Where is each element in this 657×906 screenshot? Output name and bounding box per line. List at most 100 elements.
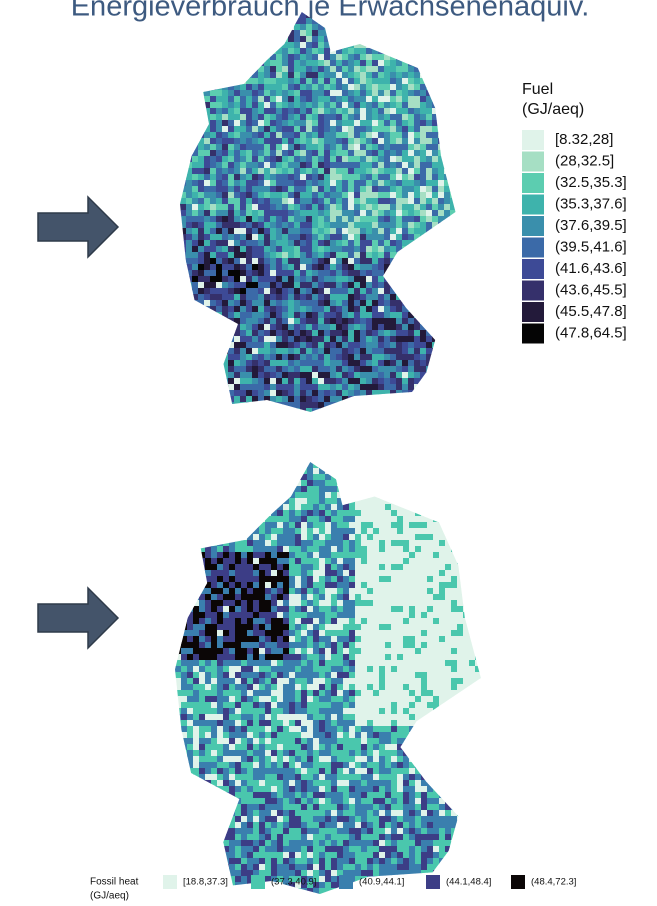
map-region [282, 222, 289, 229]
map-region [282, 372, 289, 379]
map-region [301, 594, 308, 601]
map-region [468, 246, 475, 253]
map-region [277, 642, 284, 649]
map-region [396, 384, 403, 391]
map-region [432, 324, 439, 331]
map-region [426, 156, 433, 163]
map-region [246, 402, 253, 409]
map-region [199, 552, 206, 559]
map-region [276, 198, 283, 205]
map-region [258, 402, 265, 409]
map-region [348, 84, 355, 91]
map-region [295, 498, 302, 505]
map-region [439, 534, 446, 541]
map-region [283, 648, 290, 655]
map-region [360, 138, 367, 145]
map-region [222, 288, 229, 295]
map-region [468, 72, 475, 79]
map-region [475, 636, 482, 643]
map-region [372, 348, 379, 355]
map-region [325, 540, 332, 547]
map-region [408, 210, 415, 217]
map-region [211, 558, 218, 565]
map-region [325, 624, 332, 631]
map-region [180, 120, 187, 127]
map-region [378, 342, 385, 349]
map-region [444, 276, 451, 283]
map-region [372, 222, 379, 229]
map-region [204, 138, 211, 145]
map-region [264, 60, 271, 67]
map-region [235, 630, 242, 637]
map-region [240, 186, 247, 193]
map-region [241, 516, 248, 523]
map-region [325, 558, 332, 565]
map-region [354, 60, 361, 67]
map-region [222, 108, 229, 115]
map-region [282, 318, 289, 325]
map-region [313, 486, 320, 493]
map-region [306, 270, 313, 277]
map-region [420, 36, 427, 43]
map-region [294, 402, 301, 409]
map-region [366, 354, 373, 361]
map-region [270, 102, 277, 109]
map-region [408, 282, 415, 289]
map-region [324, 180, 331, 187]
map-region [402, 240, 409, 247]
map-region [372, 150, 379, 157]
map-region [433, 636, 440, 643]
map-region [217, 510, 224, 517]
map-region [204, 204, 211, 211]
map-region [397, 522, 404, 529]
map-region [396, 264, 403, 271]
map-region [390, 378, 397, 385]
map-region [187, 636, 194, 643]
map-region [385, 516, 392, 523]
map-region [216, 348, 223, 355]
map-region [342, 234, 349, 241]
map-region [361, 612, 368, 619]
map-region [462, 390, 469, 397]
map-region [342, 144, 349, 151]
map-region [336, 204, 343, 211]
map-region [282, 96, 289, 103]
map-region [336, 114, 343, 121]
map-region [330, 228, 337, 235]
map-region [330, 36, 337, 43]
map-region [228, 330, 235, 337]
map-region [475, 624, 482, 631]
map-region [468, 180, 475, 187]
map-region [222, 162, 229, 169]
map-region [420, 108, 427, 115]
map-region [175, 492, 182, 499]
map-region [294, 324, 301, 331]
map-region [312, 96, 319, 103]
map-region [264, 180, 271, 187]
map-region [198, 120, 205, 127]
map-region [288, 156, 295, 163]
map-region [378, 396, 385, 403]
map-region [228, 294, 235, 301]
map-region [468, 240, 475, 247]
map-region [258, 318, 265, 325]
map-region [336, 198, 343, 205]
map-region [337, 528, 344, 535]
map-region [288, 348, 295, 355]
map-region [402, 228, 409, 235]
map-region [408, 192, 415, 199]
map-region [342, 162, 349, 169]
map-region [271, 462, 278, 469]
map-region [439, 624, 446, 631]
map-region [468, 204, 475, 211]
map-region [355, 462, 362, 469]
map-region [408, 294, 415, 301]
map-region [427, 504, 434, 511]
map-region [307, 558, 314, 565]
map-region [390, 102, 397, 109]
map-region [247, 474, 254, 481]
map-region [181, 468, 188, 475]
map-region [457, 594, 464, 601]
map-region [282, 246, 289, 253]
map-region [276, 240, 283, 247]
